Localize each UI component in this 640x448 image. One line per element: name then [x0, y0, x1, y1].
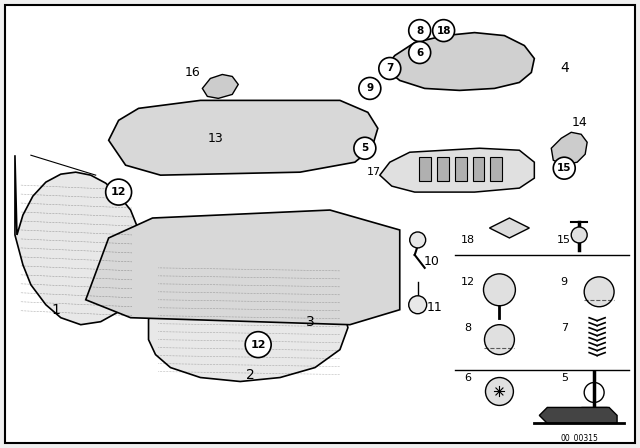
FancyBboxPatch shape	[472, 157, 484, 181]
Polygon shape	[490, 218, 529, 238]
Text: 5: 5	[361, 143, 369, 153]
Polygon shape	[148, 260, 348, 382]
Circle shape	[409, 296, 427, 314]
Circle shape	[245, 332, 271, 358]
Text: 12: 12	[250, 340, 266, 349]
Polygon shape	[109, 100, 378, 175]
Polygon shape	[385, 33, 534, 90]
Text: 18: 18	[460, 235, 475, 245]
Text: 2: 2	[246, 367, 255, 382]
Text: 11: 11	[427, 301, 442, 314]
Circle shape	[379, 57, 401, 79]
Circle shape	[584, 277, 614, 307]
Circle shape	[409, 20, 431, 42]
Text: 8: 8	[416, 26, 423, 35]
FancyBboxPatch shape	[454, 157, 467, 181]
Text: 17: 17	[367, 167, 381, 177]
Text: 14: 14	[572, 116, 587, 129]
FancyBboxPatch shape	[5, 4, 635, 444]
Circle shape	[106, 179, 132, 205]
Text: 00_00315: 00_00315	[560, 433, 598, 442]
FancyBboxPatch shape	[490, 157, 502, 181]
Text: 12: 12	[111, 187, 126, 197]
Text: 16: 16	[184, 66, 200, 79]
Polygon shape	[202, 74, 238, 99]
Circle shape	[553, 157, 575, 179]
Text: 9: 9	[561, 277, 568, 287]
Text: 18: 18	[436, 26, 451, 35]
Text: 9: 9	[366, 83, 373, 94]
Text: 7: 7	[386, 64, 394, 73]
Text: 3: 3	[306, 314, 314, 329]
Text: 8: 8	[464, 323, 471, 333]
Text: 15: 15	[557, 235, 572, 245]
Text: 12: 12	[460, 277, 475, 287]
Polygon shape	[581, 407, 607, 414]
Text: 5: 5	[561, 373, 568, 383]
Text: 4: 4	[560, 61, 568, 75]
Circle shape	[483, 274, 515, 306]
Text: 7: 7	[561, 323, 568, 333]
Circle shape	[484, 325, 515, 355]
Text: 15: 15	[557, 163, 572, 173]
FancyBboxPatch shape	[436, 157, 449, 181]
FancyBboxPatch shape	[419, 157, 431, 181]
Text: 1: 1	[51, 303, 60, 317]
Text: 13: 13	[207, 132, 223, 145]
Circle shape	[359, 78, 381, 99]
Circle shape	[409, 42, 431, 64]
Circle shape	[354, 137, 376, 159]
Circle shape	[433, 20, 454, 42]
Polygon shape	[86, 210, 400, 325]
Polygon shape	[380, 148, 534, 192]
Polygon shape	[15, 155, 141, 325]
Circle shape	[572, 227, 587, 243]
Polygon shape	[551, 132, 587, 165]
Circle shape	[486, 378, 513, 405]
Text: 10: 10	[424, 255, 440, 268]
Circle shape	[410, 232, 426, 248]
Text: 6: 6	[416, 47, 423, 57]
Polygon shape	[540, 407, 617, 423]
Text: 6: 6	[464, 373, 471, 383]
